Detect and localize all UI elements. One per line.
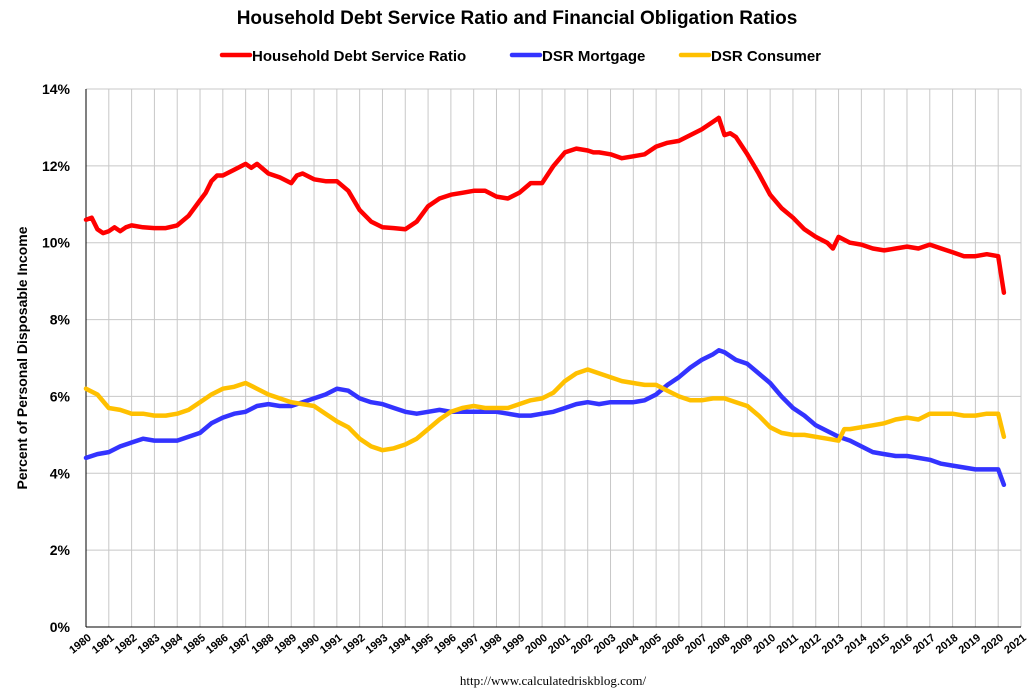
y-tick-label: 14% xyxy=(42,81,71,97)
axes xyxy=(85,88,1022,628)
x-tick-label: 1985 xyxy=(181,632,208,657)
x-tick-label: 1992 xyxy=(341,632,368,657)
source-url: http://www.calculatedriskblog.com/ xyxy=(460,673,647,688)
x-tick-label: 1997 xyxy=(455,632,482,657)
dsr-consumer-line xyxy=(83,367,1007,453)
x-tick-label: 1982 xyxy=(113,632,140,657)
x-tick-label: 2011 xyxy=(775,632,801,656)
legend-label-dsr-consumer: DSR Consumer xyxy=(711,48,821,65)
y-axis-label: Percent of Personal Disposable Income xyxy=(14,226,30,489)
chart-title: Household Debt Service Ratio and Financi… xyxy=(237,8,798,29)
x-tick-label: 2013 xyxy=(820,632,847,657)
x-tick-label: 2021 xyxy=(1002,632,1029,657)
x-tick-label: 1989 xyxy=(272,632,299,657)
legend-label-household-dsr: Household Debt Service Ratio xyxy=(252,48,466,65)
x-tick-label: 1996 xyxy=(432,632,459,657)
x-tick-label: 2018 xyxy=(934,632,961,657)
x-tick-label: 1981 xyxy=(90,632,117,657)
x-tick-label: 1986 xyxy=(204,632,231,657)
x-tick-label: 2000 xyxy=(523,632,550,657)
x-tick-label: 2002 xyxy=(569,632,596,657)
y-tick-label: 4% xyxy=(50,465,71,481)
x-tick-label: 1990 xyxy=(295,632,322,657)
x-tick-label: 2009 xyxy=(729,632,756,657)
x-tick-label: 1999 xyxy=(500,632,527,657)
y-tick-label: 10% xyxy=(42,235,71,251)
y-tick-label: 6% xyxy=(50,388,71,404)
x-tick-label: 2019 xyxy=(957,632,984,657)
y-tick-label: 2% xyxy=(50,542,71,558)
x-tick-label: 2008 xyxy=(706,632,733,657)
x-tick-label: 2012 xyxy=(797,632,824,657)
x-tick-label: 2005 xyxy=(637,632,664,657)
household-debt-service-ratio-line xyxy=(83,115,1007,295)
legend-label-dsr-mortgage: DSR Mortgage xyxy=(542,48,645,65)
y-tick-label: 12% xyxy=(42,158,71,174)
x-tick-label: 1980 xyxy=(67,632,94,657)
y-tick-label: 0% xyxy=(50,619,71,635)
y-ticks: 0% 2% 4% 6% 8% 10% 12% 14% xyxy=(42,81,71,635)
x-tick-label: 1994 xyxy=(386,631,413,656)
x-tick-label: 2010 xyxy=(751,632,778,657)
y-tick-label: 8% xyxy=(50,312,71,328)
x-tick-label: 1988 xyxy=(250,632,277,657)
x-tick-label: 1984 xyxy=(158,631,185,656)
series xyxy=(83,115,1007,488)
x-tick-label: 2020 xyxy=(979,632,1006,657)
x-tick-label: 1993 xyxy=(364,632,391,657)
x-tick-label: 2017 xyxy=(911,632,938,657)
x-tick-label: 2007 xyxy=(683,632,710,657)
x-tick-label: 2014 xyxy=(843,631,870,656)
x-tick-label: 2015 xyxy=(865,632,892,657)
dsr-mortgage-line xyxy=(83,348,1007,488)
x-tick-label: 2003 xyxy=(592,632,619,657)
legend: Household Debt Service Ratio DSR Mortgag… xyxy=(219,48,821,65)
x-tick-label: 1991 xyxy=(318,632,345,657)
x-tick-label: 1987 xyxy=(227,632,254,657)
x-tick-label: 2004 xyxy=(614,631,641,656)
x-tick-label: 2006 xyxy=(660,632,687,657)
grid xyxy=(86,88,1022,627)
x-tick-label: 1998 xyxy=(478,632,505,657)
x-tick-label: 1983 xyxy=(136,632,163,657)
x-tick-label: 2016 xyxy=(888,632,915,657)
x-ticks: 1980198119821983198419851986198719881989… xyxy=(67,631,1029,656)
x-tick-label: 1995 xyxy=(409,632,436,657)
x-tick-label: 2001 xyxy=(546,632,573,657)
